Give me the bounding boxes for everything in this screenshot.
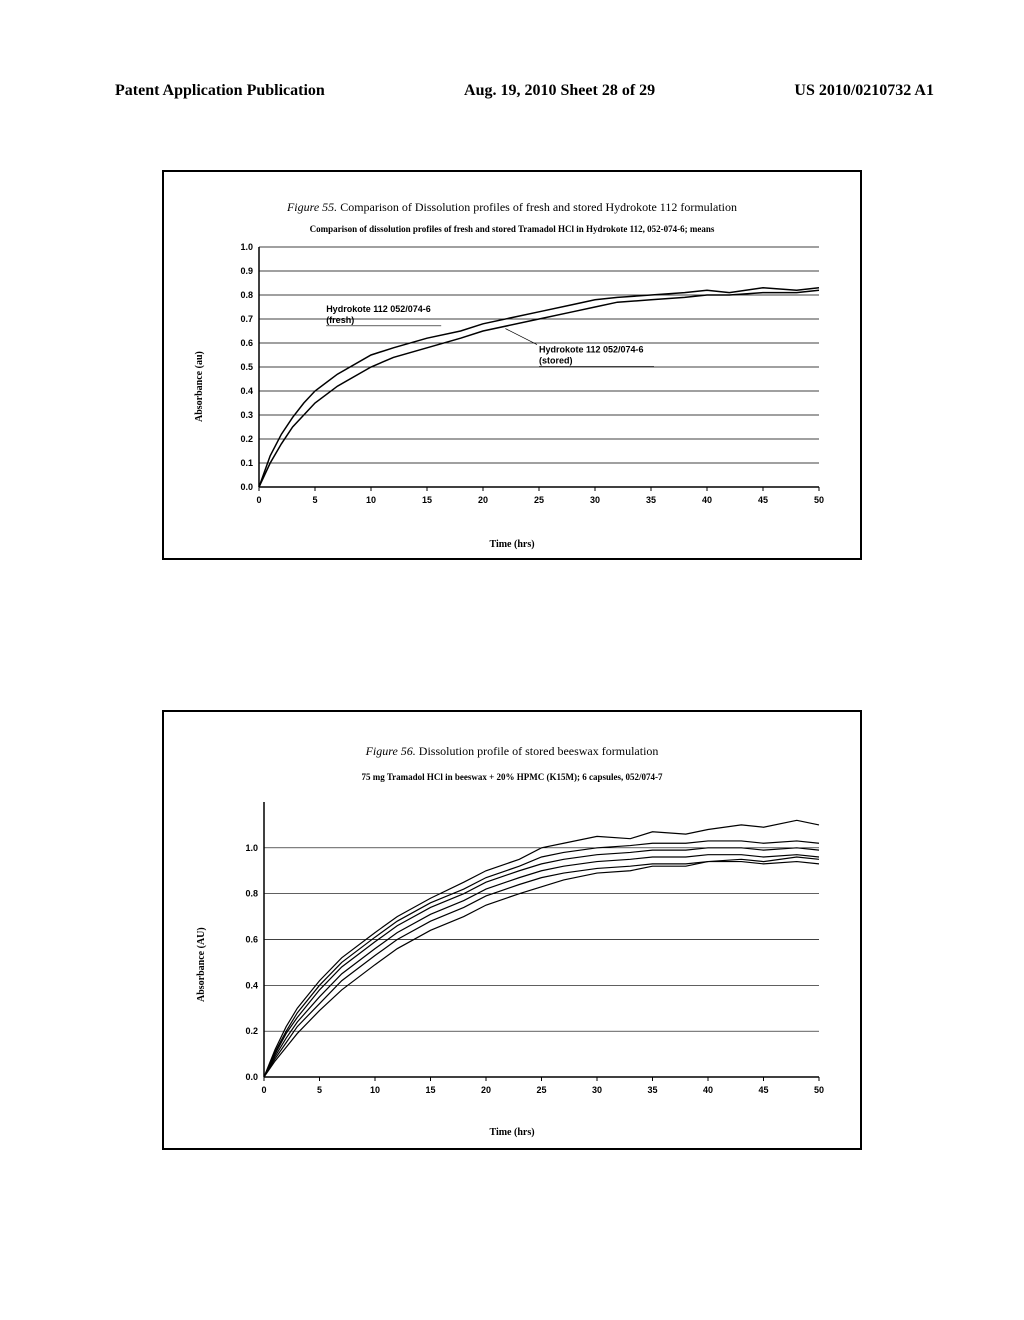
svg-text:Hydrokote 112 052/074-6: Hydrokote 112 052/074-6 <box>539 345 644 355</box>
svg-text:0.7: 0.7 <box>240 314 253 324</box>
svg-text:(stored): (stored) <box>539 356 573 366</box>
svg-text:0.5: 0.5 <box>240 362 253 372</box>
svg-text:20: 20 <box>481 1085 491 1095</box>
svg-text:0.4: 0.4 <box>240 386 253 396</box>
chart2-svg: 0.0 0.2 0.4 0.6 0.8 1.0 0 5 10 15 20 25 30 35 40 45 50 <box>224 797 839 1127</box>
svg-text:0.0: 0.0 <box>240 482 253 492</box>
header-right: US 2010/0210732 A1 <box>794 82 934 100</box>
svg-text:15: 15 <box>422 495 432 505</box>
svg-text:10: 10 <box>366 495 376 505</box>
svg-text:15: 15 <box>425 1085 435 1095</box>
svg-text:(fresh): (fresh) <box>326 315 354 325</box>
figure-56-title-text: Dissolution profile of stored beeswax fo… <box>419 744 659 758</box>
svg-text:5: 5 <box>317 1085 322 1095</box>
figure-55-subtitle: Comparison of dissolution profiles of fr… <box>164 224 860 234</box>
svg-text:0.2: 0.2 <box>245 1026 258 1036</box>
svg-text:30: 30 <box>592 1085 602 1095</box>
figure-55-title-text: Comparison of Dissolution profiles of fr… <box>340 200 737 214</box>
figure-55-chart: Figure 55. Comparison of Dissolution pro… <box>162 170 862 560</box>
figure-56-subtitle: 75 mg Tramadol HCl in beeswax + 20% HPMC… <box>164 772 860 782</box>
svg-text:0: 0 <box>256 495 261 505</box>
svg-text:50: 50 <box>814 1085 824 1095</box>
chart1-ylabel: Absorbance (au) <box>194 351 205 422</box>
svg-text:0.6: 0.6 <box>240 338 253 348</box>
svg-text:0.0: 0.0 <box>245 1072 258 1082</box>
svg-text:50: 50 <box>814 495 824 505</box>
svg-text:45: 45 <box>758 495 768 505</box>
svg-text:0.2: 0.2 <box>240 434 253 444</box>
figure-55-prefix: Figure 55. <box>287 200 337 214</box>
svg-text:5: 5 <box>312 495 317 505</box>
svg-text:30: 30 <box>590 495 600 505</box>
svg-text:25: 25 <box>534 495 544 505</box>
chart1-svg: 0.0 0.1 0.2 0.3 0.4 0.5 0.6 0.7 0.8 0.9 1.0 0 5 10 15 2… <box>219 242 839 542</box>
svg-text:Hydrokote 112 052/074-6: Hydrokote 112 052/074-6 <box>326 304 431 314</box>
chart1-xlabel: Time (hrs) <box>489 539 534 550</box>
svg-text:25: 25 <box>536 1085 546 1095</box>
svg-text:45: 45 <box>758 1085 768 1095</box>
header-left: Patent Application Publication <box>115 82 325 100</box>
svg-text:0.9: 0.9 <box>240 266 253 276</box>
chart2-ylabel: Absorbance (AU) <box>196 927 207 1002</box>
svg-text:10: 10 <box>370 1085 380 1095</box>
svg-text:40: 40 <box>702 495 712 505</box>
figure-56-title: Figure 56. Dissolution profile of stored… <box>164 744 860 759</box>
svg-text:20: 20 <box>478 495 488 505</box>
svg-text:35: 35 <box>647 1085 657 1095</box>
header-center: Aug. 19, 2010 Sheet 28 of 29 <box>464 82 655 100</box>
svg-text:0: 0 <box>261 1085 266 1095</box>
svg-text:0.4: 0.4 <box>245 980 258 990</box>
svg-text:0.3: 0.3 <box>240 410 253 420</box>
svg-text:0.8: 0.8 <box>245 889 258 899</box>
svg-text:35: 35 <box>646 495 656 505</box>
svg-text:0.1: 0.1 <box>240 458 253 468</box>
svg-text:0.6: 0.6 <box>245 935 258 945</box>
svg-text:40: 40 <box>703 1085 713 1095</box>
figure-56-prefix: Figure 56. <box>366 744 416 758</box>
figure-56-chart: Figure 56. Dissolution profile of stored… <box>162 710 862 1150</box>
chart2-xlabel: Time (hrs) <box>489 1127 534 1138</box>
svg-text:0.8: 0.8 <box>240 290 253 300</box>
svg-text:1.0: 1.0 <box>240 242 253 252</box>
svg-text:1.0: 1.0 <box>245 843 258 853</box>
figure-55-title: Figure 55. Comparison of Dissolution pro… <box>164 200 860 215</box>
